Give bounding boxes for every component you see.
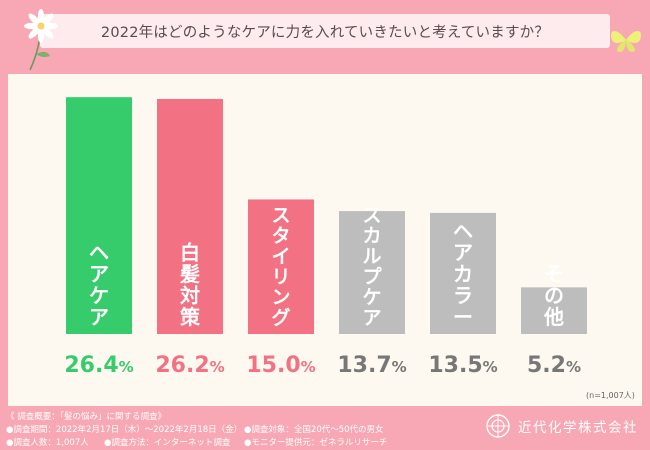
- bar-value-label: 26.4%: [64, 353, 133, 378]
- bar-4: [339, 211, 405, 334]
- flower-icon: [24, 9, 58, 71]
- bar-category-label: 白髪対策: [179, 241, 201, 330]
- bar-value-label: 5.2%: [527, 353, 581, 378]
- bar-2: [157, 98, 223, 335]
- chart-panel: ヘアケア 26.4% 白髪対策 26.2% スタイリング 15.0% スカルプケア 13.7%…: [8, 74, 642, 406]
- sample-size-note: (n=1,007人): [586, 391, 635, 400]
- bar-value-label: 15.0%: [246, 353, 315, 378]
- bar-6: [521, 287, 587, 334]
- bar-3: [248, 199, 314, 334]
- bar-value-label: 13.7%: [337, 353, 406, 378]
- bar-category-label: その他: [543, 262, 564, 329]
- survey-period: ●調査期間：2022年2月17日（木）〜2022年2月18日（金）: [6, 425, 243, 435]
- survey-count: ●調査人数：1,007人: [6, 438, 89, 448]
- bar-category-label: ヘアカラー: [453, 219, 473, 329]
- survey-provider: ●モニター提供元：ゼネラルリサーチ: [244, 438, 388, 448]
- bar-category-label: スタイリング: [271, 205, 290, 330]
- bar-5: [430, 212, 496, 334]
- bar-1: [66, 97, 132, 334]
- bar-chart: ヘアケア 26.4% 白髪対策 26.2% スタイリング 15.0% スカルプケア 13.7%…: [64, 97, 587, 378]
- bar-category-label: ヘアケア: [89, 241, 109, 330]
- title-band: 2022年はどのようなケアに力を入れていきたいと考えていますか？: [40, 14, 610, 48]
- survey-method: ●調査方法：インターネット調査: [104, 438, 231, 448]
- butterfly-icon: [610, 30, 642, 52]
- bar-category-label: スカルプケア: [362, 205, 382, 330]
- bar-value-label: 13.5%: [428, 353, 497, 378]
- survey-target: ●調査対象：全国20代〜50代の男女: [244, 425, 384, 435]
- company-logo-icon: [486, 414, 510, 438]
- company-logo: 近代化学株式会社: [486, 414, 638, 438]
- bar-value-label: 26.2%: [155, 353, 224, 378]
- company-name: 近代化学株式会社: [518, 420, 638, 436]
- survey-overview: 《 調査概要：「髪の悩み」に関する調査》: [6, 412, 166, 422]
- footer: 《 調査概要：「髪の悩み」に関する調査》 ●調査期間：2022年2月17日（木）…: [0, 406, 650, 450]
- chart-title: 2022年はどのようなケアに力を入れていきたいと考えていますか？: [100, 24, 550, 41]
